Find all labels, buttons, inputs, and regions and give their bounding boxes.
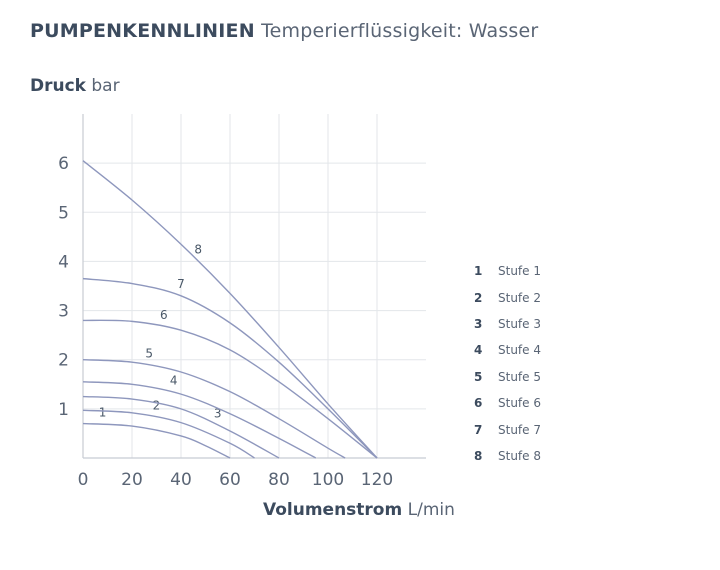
- chart-title-main: PUMPENKENNLINIEN: [30, 20, 255, 42]
- curve-stufe-6: [82, 319, 378, 459]
- legend-label: Stufe 6: [498, 396, 541, 411]
- y-axis-label-main: Druck: [30, 76, 86, 96]
- legend-item: 8 Stufe 8: [474, 443, 541, 469]
- legend-number: 1: [474, 264, 483, 279]
- legend-label: Stufe 5: [498, 369, 541, 384]
- legend-number: 8: [474, 448, 483, 463]
- x-axis-label-unit: L/min: [407, 500, 455, 520]
- y-tick-label: 1: [58, 400, 69, 420]
- legend-label: Stufe 3: [498, 316, 541, 331]
- x-axis-label: Volumenstrom L/min: [263, 500, 455, 520]
- x-tick-label: 100: [312, 470, 344, 490]
- legend-item: 3 Stufe 3: [474, 311, 541, 337]
- curve-label-4: 4: [170, 374, 178, 388]
- curve-label-5: 5: [145, 347, 153, 361]
- legend-label: Stufe 8: [498, 448, 541, 463]
- chart-title: PUMPENKENNLINIEN Temperierflüssigkeit: W…: [30, 20, 538, 42]
- curve-label-6: 6: [160, 308, 168, 322]
- legend-number: 3: [474, 316, 483, 331]
- curve-stufe-3: [82, 395, 280, 459]
- x-tick-label: 20: [121, 470, 143, 490]
- curve-label-8: 8: [194, 242, 202, 256]
- curve-stufe-2: [82, 409, 255, 459]
- curve-label-3: 3: [214, 406, 222, 420]
- y-tick-label: 6: [58, 154, 69, 174]
- legend-number: 6: [474, 396, 483, 411]
- curve-stufe-1: [82, 422, 231, 459]
- x-axis-label-main: Volumenstrom: [263, 500, 403, 520]
- y-tick-label: 2: [58, 351, 69, 371]
- y-axis-label: Druck bar: [30, 76, 120, 96]
- curve-label-2: 2: [153, 399, 161, 413]
- legend-number: 4: [474, 343, 483, 358]
- legend-number: 7: [474, 422, 483, 437]
- curve-stufe-8: [82, 160, 378, 459]
- x-tick-label: 80: [268, 470, 290, 490]
- x-tick-label: 120: [361, 470, 393, 490]
- y-tick-label: 4: [58, 252, 69, 272]
- legend-label: Stufe 7: [498, 422, 541, 437]
- y-tick-label: 3: [58, 302, 69, 322]
- legend-label: Stufe 2: [498, 290, 541, 305]
- legend-item: 6 Stufe 6: [474, 390, 541, 416]
- legend-item: 2 Stufe 2: [474, 284, 541, 310]
- legend-item: 7 Stufe 7: [474, 416, 541, 442]
- x-tick-label: 60: [219, 470, 241, 490]
- legend-item: 4 Stufe 4: [474, 337, 541, 363]
- chart-legend: 1 Stufe 1 2 Stufe 2 3 Stufe 3 4 Stufe 4 5 Stufe 5…: [474, 258, 541, 469]
- legend-label: Stufe 1: [498, 264, 541, 279]
- curve-stufe-7: [82, 277, 378, 459]
- x-tick-label: 40: [170, 470, 192, 490]
- legend-label: Stufe 4: [498, 343, 541, 358]
- curve-stufe-5: [82, 359, 346, 459]
- x-tick-label: 0: [78, 470, 89, 490]
- curve-label-7: 7: [177, 277, 185, 291]
- legend-item: 5 Stufe 5: [474, 364, 541, 390]
- legend-number: 2: [474, 290, 483, 305]
- curve-stufe-4: [82, 381, 317, 459]
- legend-number: 5: [474, 369, 483, 384]
- y-axis-label-unit: bar: [91, 76, 120, 96]
- y-tick-label: 5: [58, 203, 69, 223]
- legend-item: 1 Stufe 1: [474, 258, 541, 284]
- curve-label-1: 1: [99, 406, 107, 420]
- chart-title-sub: Temperierflüssigkeit: Wasser: [261, 20, 539, 42]
